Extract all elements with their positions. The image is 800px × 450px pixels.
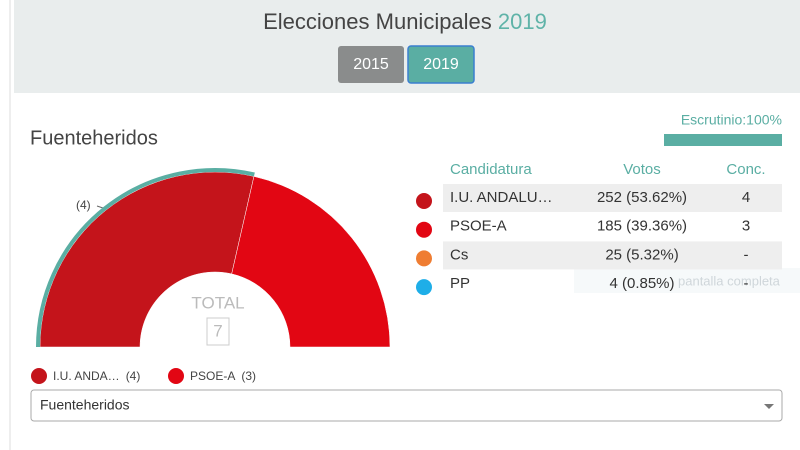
legend-label: I.U. ANDA… xyxy=(53,369,120,383)
dropdown[interactable] xyxy=(30,389,783,422)
tab-2019[interactable] xyxy=(407,45,475,84)
table-cell: 4 (0.85%) xyxy=(609,275,674,292)
title-text: Elecciones Municipales xyxy=(263,9,492,34)
total-value: 7 xyxy=(213,321,222,340)
tab-label[interactable]: 2019 xyxy=(423,56,459,73)
table-cell: 185 (39.36%) xyxy=(597,218,687,235)
legend-dot xyxy=(31,368,47,384)
party-dot xyxy=(416,250,432,267)
table-cell: PSOE-A xyxy=(450,218,507,235)
row-bg xyxy=(443,241,782,270)
header-title: Elecciones Municipales 2019 xyxy=(263,9,547,34)
table-header: Conc. xyxy=(726,161,765,178)
annotation: (4) xyxy=(76,198,91,212)
table-cell: Cs xyxy=(450,246,468,263)
table-cell: PP xyxy=(450,275,470,292)
table-cell: - xyxy=(744,275,749,292)
title-year: 2019 xyxy=(498,9,547,34)
dropdown-caret[interactable] xyxy=(764,404,774,409)
dropdown-value[interactable]: Fuenteheridos xyxy=(40,397,130,413)
legend-seats: (4) xyxy=(126,369,141,383)
legend-label: PSOE-A xyxy=(190,369,235,383)
table-cell: 25 (5.32%) xyxy=(605,246,678,263)
row-bg xyxy=(443,184,782,212)
legend-seats: (3) xyxy=(241,369,256,383)
segment-highlight xyxy=(36,168,255,348)
municipality-title: Fuenteheridos xyxy=(30,127,158,149)
table-header: Votos xyxy=(623,161,661,178)
party-dot xyxy=(416,279,432,296)
table-cell: I.U. ANDALU… xyxy=(450,189,553,206)
tab-label[interactable]: 2015 xyxy=(353,56,389,73)
legend-dot xyxy=(168,368,184,384)
seat-segment xyxy=(39,171,255,348)
seat-segment xyxy=(231,176,391,348)
table-cell: 3 xyxy=(742,218,750,235)
party-dot xyxy=(416,221,432,238)
party-dot xyxy=(416,193,432,209)
total-box xyxy=(206,317,230,346)
table-cell: - xyxy=(744,246,749,263)
overlay-text: pantalla completa xyxy=(678,273,781,288)
table-cell: 252 (53.62%) xyxy=(597,189,687,206)
scrutiny-bar xyxy=(664,134,782,146)
table-header: Candidatura xyxy=(450,161,532,178)
tab-2015[interactable] xyxy=(338,46,404,83)
table-cell: 4 xyxy=(742,189,750,206)
total-label: TOTAL xyxy=(191,293,244,312)
header-bg xyxy=(14,0,800,93)
scrutiny-label: Escrutinio:100% xyxy=(681,112,782,128)
overlay-bg xyxy=(574,268,800,293)
